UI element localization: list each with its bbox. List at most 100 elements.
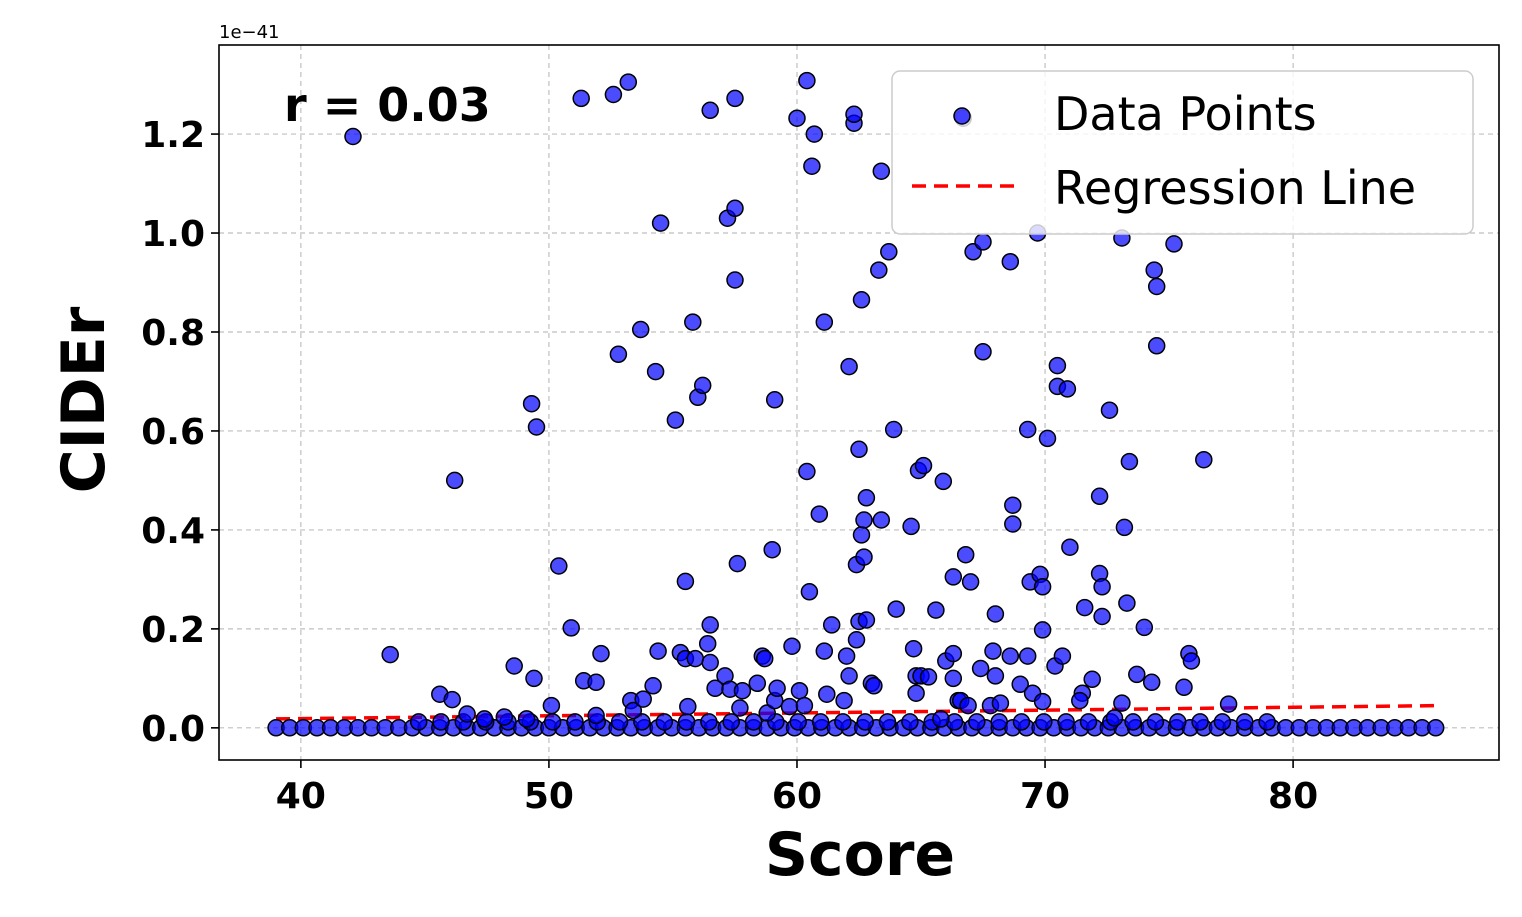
data-point — [870, 261, 888, 279]
data-point — [726, 271, 744, 289]
data-point — [728, 554, 747, 573]
data-point — [587, 673, 605, 692]
data-point — [517, 710, 536, 728]
data-point — [1071, 691, 1089, 710]
data-point — [934, 472, 953, 491]
data-point — [974, 233, 992, 251]
data-point — [822, 616, 841, 634]
data-point — [835, 691, 853, 710]
data-point — [790, 681, 809, 700]
data-point — [798, 71, 816, 90]
data-point — [495, 708, 514, 726]
data-point — [610, 713, 629, 731]
data-point — [677, 713, 696, 731]
data-point — [1169, 713, 1187, 731]
data-point — [1145, 261, 1163, 279]
data-point — [1053, 647, 1072, 665]
data-point — [872, 511, 891, 529]
data-point — [845, 105, 863, 124]
correlation-annotation: r = 0.03 — [284, 78, 491, 132]
data-point — [944, 568, 963, 586]
data-point — [1035, 713, 1053, 731]
data-point — [880, 243, 898, 261]
data-point — [1011, 675, 1029, 694]
x-tick-label: 70 — [1020, 776, 1070, 817]
data-point — [381, 645, 399, 664]
data-point — [763, 540, 781, 559]
data-point — [744, 713, 763, 731]
data-point — [1115, 518, 1134, 537]
data-point — [731, 699, 749, 717]
y-tick-label: 0.2 — [141, 610, 205, 651]
data-point — [693, 376, 712, 395]
legend-marker-data-points — [953, 107, 971, 125]
data-point — [783, 637, 801, 655]
data-point — [856, 713, 874, 731]
data-point — [1079, 713, 1098, 731]
data-point — [855, 511, 873, 529]
data-point — [733, 681, 752, 700]
data-point — [788, 109, 806, 127]
data-point — [795, 696, 814, 715]
data-point — [904, 639, 923, 658]
data-point — [956, 545, 975, 564]
data-point — [475, 710, 494, 728]
data-point — [726, 199, 744, 218]
legend-label-regression-line: Regression Line — [1054, 161, 1416, 215]
data-point — [798, 462, 816, 481]
y-tick-label: 0.0 — [141, 709, 205, 750]
data-point — [1142, 673, 1161, 692]
data-point — [666, 411, 685, 429]
data-point — [961, 573, 980, 591]
plot-frame — [218, 44, 1500, 761]
data-point — [676, 572, 695, 591]
data-point — [701, 653, 719, 672]
data-point — [1018, 647, 1037, 665]
data-point — [562, 619, 580, 637]
data-point — [587, 706, 605, 725]
data-point — [1219, 695, 1238, 713]
data-point — [443, 690, 461, 709]
data-point — [768, 679, 786, 698]
data-point — [1105, 709, 1124, 727]
data-point — [1018, 420, 1037, 439]
data-point — [815, 642, 834, 660]
data-point — [855, 548, 873, 566]
data-point — [1038, 429, 1057, 448]
data-point — [592, 644, 610, 663]
data-point — [1058, 380, 1077, 398]
legend: Data Points Regression Line — [891, 70, 1474, 235]
x-tick-label: 40 — [276, 776, 326, 817]
x-axis-title: Score — [765, 820, 955, 890]
x-tick-label: 50 — [524, 776, 574, 817]
data-point — [878, 713, 897, 731]
data-point — [907, 684, 925, 702]
data-point — [1001, 252, 1020, 271]
data-point — [701, 101, 719, 120]
data-point — [679, 697, 697, 716]
y-tick-label: 1.0 — [141, 214, 205, 255]
data-point — [884, 420, 903, 439]
data-point — [698, 634, 717, 653]
data-point — [1426, 719, 1445, 737]
data-point — [726, 89, 744, 108]
data-point — [857, 489, 876, 507]
data-point — [458, 705, 476, 723]
y-offset-label: 1e−41 — [219, 22, 280, 43]
data-point — [811, 713, 830, 731]
data-point — [990, 713, 1008, 731]
x-tick-label: 60 — [772, 776, 822, 817]
data-point — [1033, 692, 1052, 711]
data-point — [968, 713, 986, 731]
ticks: 40 50 60 70 80 0.0 0.2 0.4 0.6 0.8 1.0 1.2 — [141, 115, 1318, 817]
data-point — [837, 647, 856, 665]
data-point — [649, 642, 667, 660]
data-point — [344, 127, 362, 146]
data-point — [409, 713, 428, 731]
data-point — [991, 694, 1010, 712]
data-point — [974, 343, 992, 361]
data-point — [1090, 487, 1109, 506]
data-point — [631, 320, 650, 339]
